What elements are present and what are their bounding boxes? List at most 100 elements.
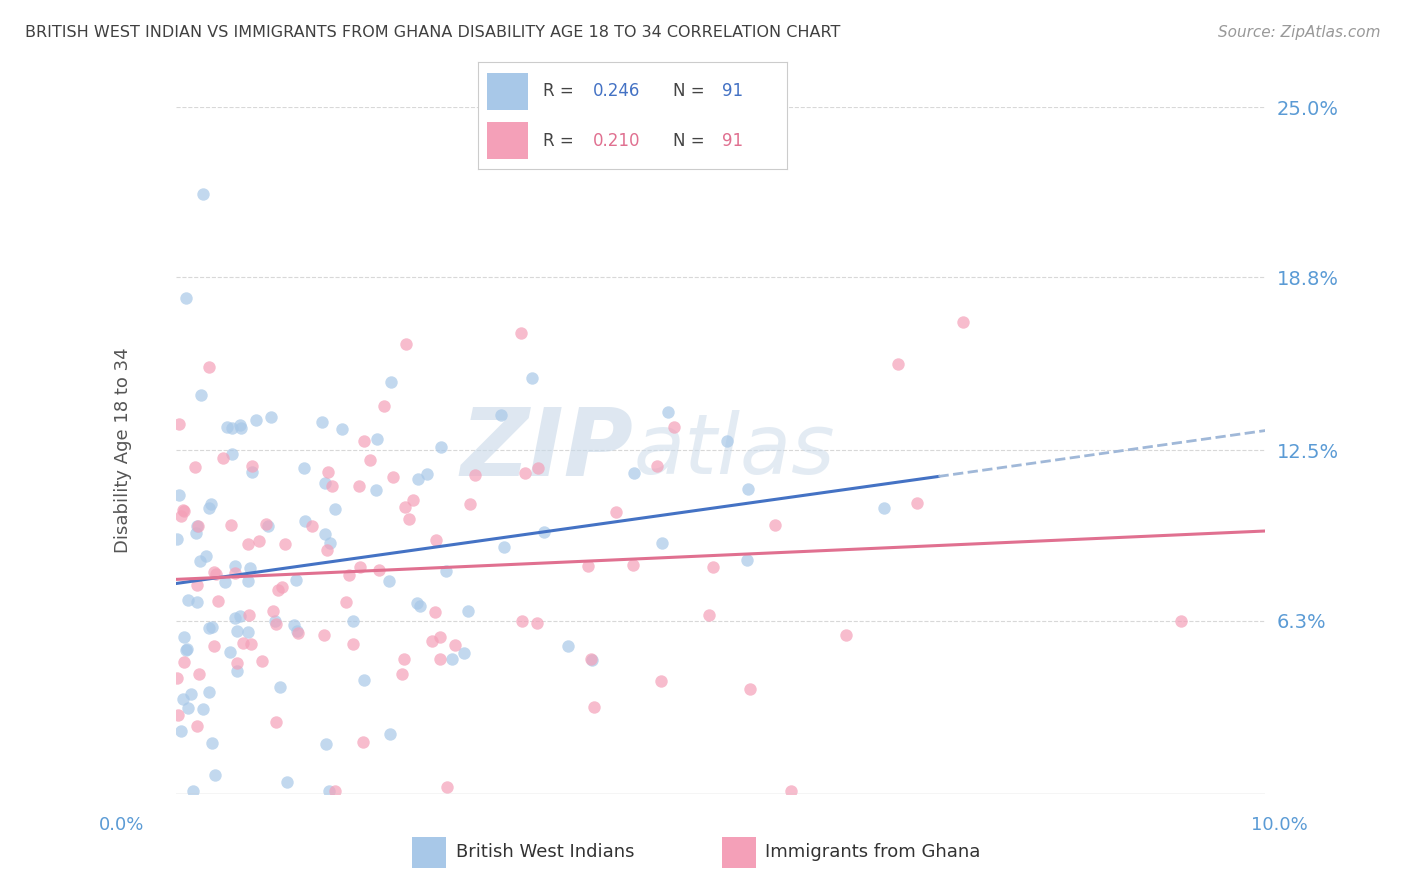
Point [434, 564, 457, 578]
Point [190, 387, 212, 401]
Point [167, 417, 190, 431]
Point [204, 768, 226, 782]
Point [221, 447, 243, 461]
Point [440, 652, 463, 666]
Point [197, 359, 219, 374]
Point [740, 682, 762, 697]
Point [273, 537, 295, 551]
Point [264, 617, 287, 632]
FancyBboxPatch shape [488, 73, 527, 110]
Point [184, 459, 207, 474]
Point [905, 496, 928, 510]
Point [408, 599, 430, 614]
Text: 91: 91 [723, 132, 744, 150]
Point [188, 666, 211, 681]
Point [510, 615, 533, 629]
Point [242, 465, 264, 479]
Point [509, 326, 531, 341]
Point [197, 685, 219, 699]
Point [526, 615, 548, 630]
Point [453, 646, 475, 660]
Text: N =: N = [673, 82, 704, 100]
Point [319, 535, 342, 549]
Point [247, 533, 270, 548]
Point [173, 504, 195, 518]
Point [378, 574, 401, 589]
Point [335, 595, 357, 609]
Point [240, 637, 263, 651]
Point [513, 467, 536, 481]
Point [225, 624, 247, 638]
Point [166, 708, 188, 723]
Point [380, 376, 402, 390]
Point [187, 519, 209, 533]
Point [186, 719, 208, 733]
Point [287, 626, 309, 640]
Point [262, 604, 284, 618]
Point [219, 518, 242, 533]
Point [292, 461, 315, 475]
Point [245, 413, 267, 427]
Point [174, 642, 197, 657]
Text: ZIP: ZIP [461, 404, 633, 497]
Point [229, 418, 252, 433]
Point [201, 736, 224, 750]
Point [198, 501, 221, 516]
Point [494, 540, 516, 554]
Text: Immigrants from Ghana: Immigrants from Ghana [765, 843, 980, 861]
Point [170, 508, 193, 523]
Point [224, 610, 246, 624]
Point [238, 625, 260, 640]
Point [621, 558, 644, 572]
Point [605, 505, 627, 519]
Point [177, 700, 200, 714]
Point [316, 465, 339, 479]
Point [180, 687, 202, 701]
Point [382, 470, 405, 484]
Point [173, 631, 195, 645]
Point [735, 553, 758, 567]
Point [651, 536, 673, 550]
Point [323, 502, 346, 516]
Point [347, 479, 370, 493]
FancyBboxPatch shape [721, 837, 755, 868]
Text: BRITISH WEST INDIAN VS IMMIGRANTS FROM GHANA DISABILITY AGE 18 TO 34 CORRELATION: BRITISH WEST INDIAN VS IMMIGRANTS FROM G… [25, 25, 841, 40]
Point [314, 527, 336, 541]
Point [581, 653, 603, 667]
Point [186, 595, 208, 609]
Point [205, 566, 228, 581]
Point [395, 336, 418, 351]
Point [444, 638, 467, 652]
Point [267, 583, 290, 598]
Point [212, 451, 235, 466]
Point [366, 483, 388, 497]
Point [186, 518, 208, 533]
Point [172, 691, 194, 706]
Point [420, 634, 443, 648]
Point [391, 667, 413, 681]
Point [330, 421, 353, 435]
Point [436, 780, 458, 794]
Point [366, 433, 388, 447]
Point [284, 573, 307, 587]
Point [236, 574, 259, 588]
Point [176, 291, 198, 305]
Point [315, 737, 337, 751]
Point [254, 516, 277, 531]
Point [232, 636, 254, 650]
Point [285, 624, 308, 639]
Point [429, 440, 451, 454]
Point [763, 518, 786, 533]
Point [394, 500, 416, 514]
Point [349, 560, 371, 574]
Point [184, 526, 207, 541]
Point [283, 617, 305, 632]
Text: atlas: atlas [633, 410, 835, 491]
Point [257, 518, 280, 533]
Point [312, 628, 335, 642]
Point [311, 416, 333, 430]
Point [218, 645, 240, 659]
Point [186, 577, 208, 591]
Point [231, 420, 253, 434]
Point [264, 615, 287, 629]
